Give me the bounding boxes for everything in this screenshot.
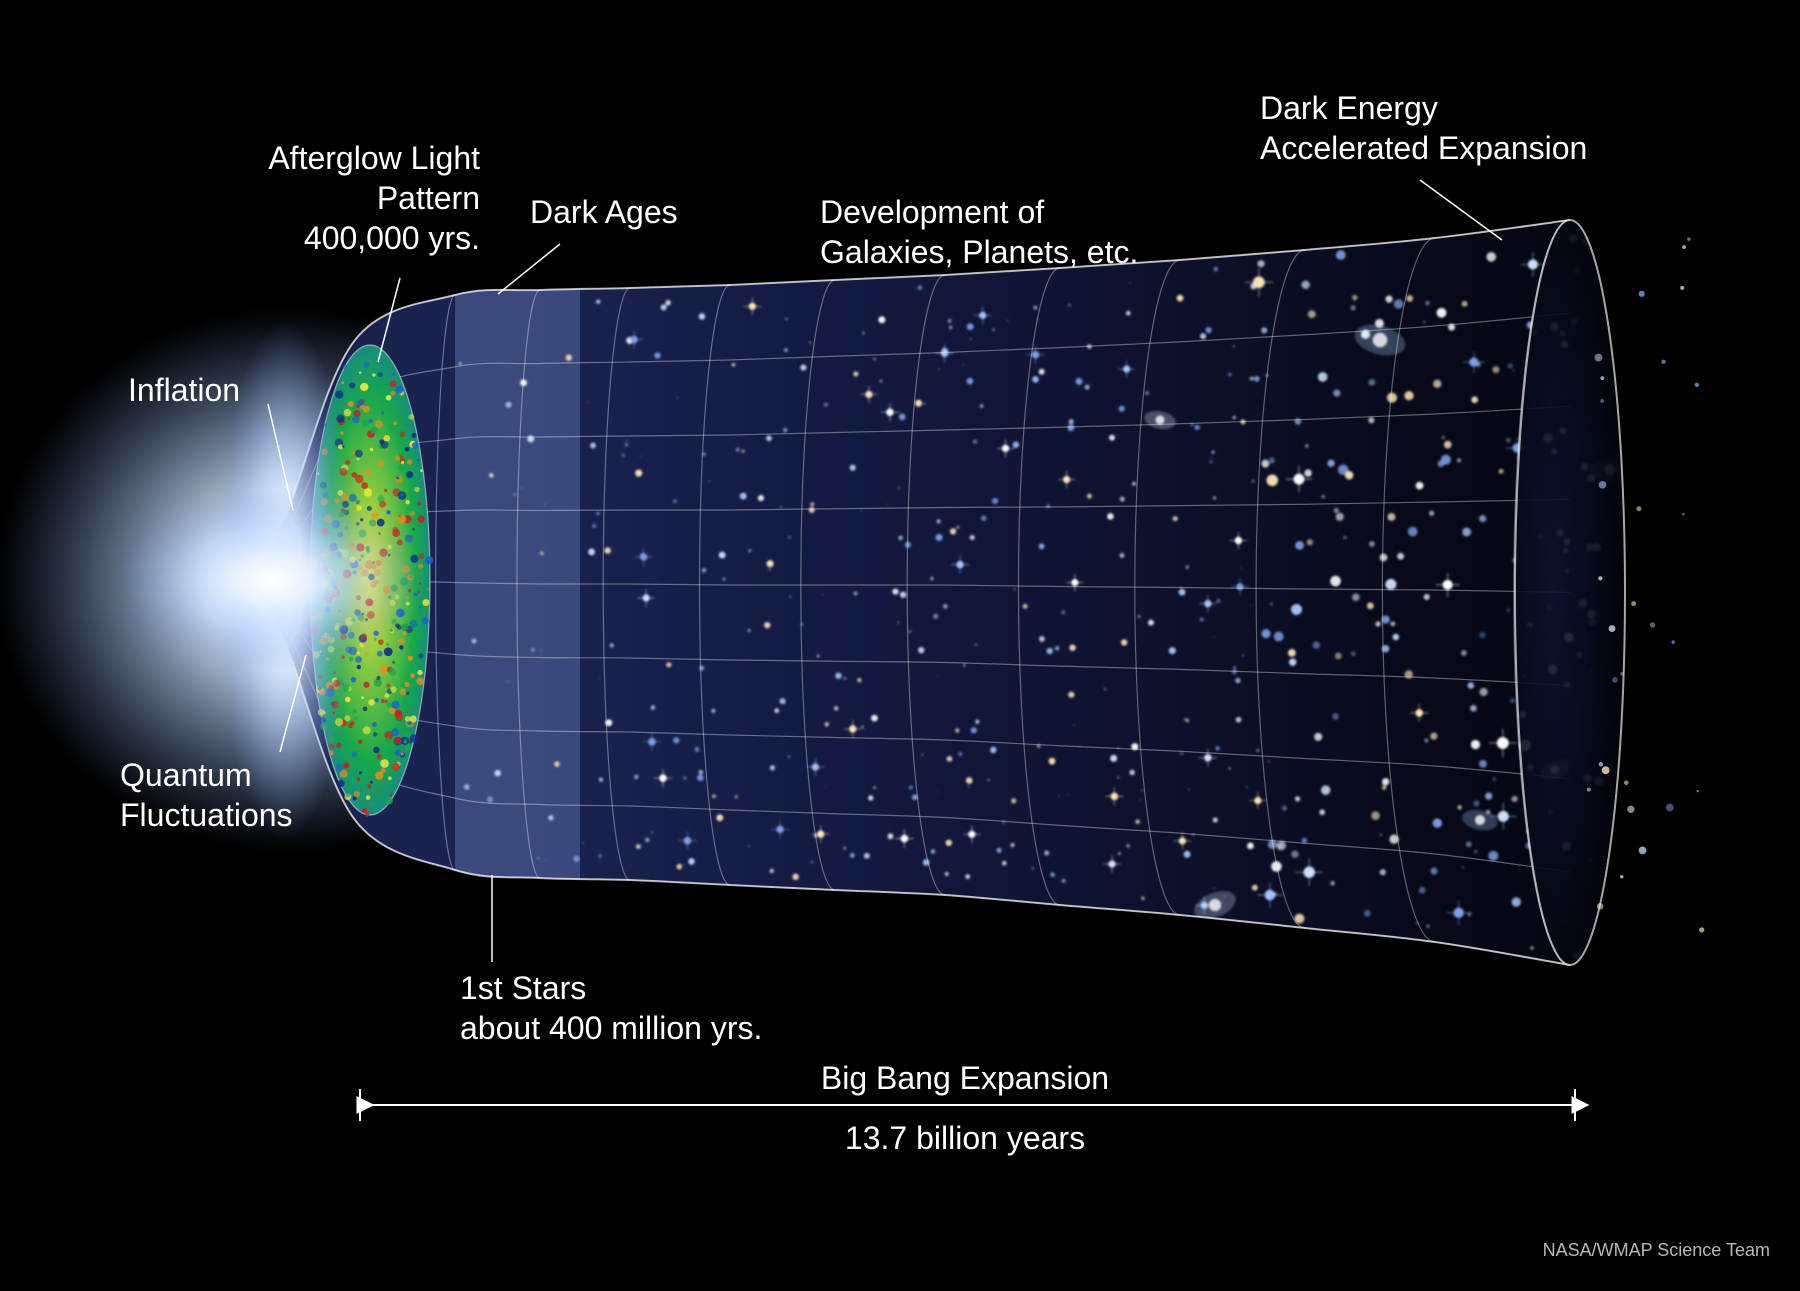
label-inflation: Inflation [128, 370, 240, 410]
label-dark-energy: Dark Energy Accelerated Expansion [1260, 88, 1587, 168]
label-first-stars: 1st Stars about 400 million yrs. [460, 968, 762, 1048]
cosmic-timeline-diagram: Afterglow Light Pattern 400,000 yrs. Inf… [0, 0, 1800, 1291]
label-dark-ages: Dark Ages [530, 192, 678, 232]
credit-text: NASA/WMAP Science Team [1543, 1240, 1770, 1261]
label-timeline-title: Big Bang Expansion [750, 1058, 1180, 1098]
leader-darkages [498, 244, 560, 294]
leader-darkenergy [1420, 180, 1502, 240]
label-development: Development of Galaxies, Planets, etc. [820, 192, 1138, 272]
label-afterglow: Afterglow Light Pattern 400,000 yrs. [180, 138, 480, 258]
label-quantum: Quantum Fluctuations [120, 755, 293, 835]
label-timeline-value: 13.7 billion years [750, 1118, 1180, 1158]
end-cap [1515, 220, 1625, 965]
